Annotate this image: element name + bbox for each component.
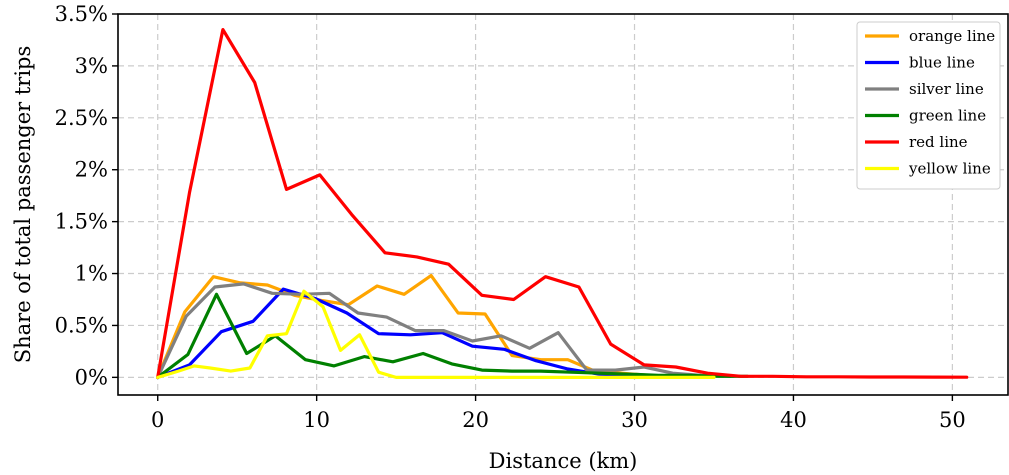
y-tick-label: 1% — [75, 262, 108, 286]
x-tick-label: 10 — [303, 408, 330, 432]
x-tick-label: 40 — [780, 408, 807, 432]
axis-ticks: 0 10 20 30 40 50 0% 0.5% 1% 1.5% 2% 2.5% 3% 3.5% — [55, 2, 966, 432]
y-tick-label: 2.5% — [55, 106, 108, 130]
legend-label-blue-line: blue line — [909, 54, 975, 72]
legend-label-orange-line: orange line — [909, 27, 995, 45]
legend-label-red-line: red line — [909, 133, 968, 151]
y-tick-label: 0.5% — [55, 313, 108, 337]
y-tick-label: 3% — [75, 54, 108, 78]
y-axis-title: Share of total passenger trips — [11, 46, 35, 364]
series-silver-line — [156, 282, 732, 379]
y-tick-label: 3.5% — [55, 2, 108, 26]
series-blue-line — [156, 287, 664, 379]
y-tick-label: 0% — [75, 365, 108, 389]
series-red-line — [156, 28, 969, 379]
x-tick-label: 50 — [939, 408, 966, 432]
y-tick-label: 1.5% — [55, 210, 108, 234]
y-tick-label: 2% — [75, 158, 108, 182]
legend-label-green-line: green line — [909, 107, 986, 125]
legend-label-silver-line: silver line — [909, 80, 984, 98]
x-tick-label: 30 — [621, 408, 648, 432]
x-tick-label: 20 — [462, 408, 489, 432]
series-lines — [156, 28, 969, 379]
legend-label-yellow-line: yellow line — [908, 160, 991, 178]
legend: orange line blue line silver line green lin… — [856, 21, 1001, 190]
plot-frame — [117, 13, 1009, 396]
x-tick-label: 0 — [151, 408, 164, 432]
series-green-line — [156, 292, 750, 379]
x-axis-title: Distance (km) — [489, 449, 638, 473]
series-yellow-line — [156, 289, 716, 379]
